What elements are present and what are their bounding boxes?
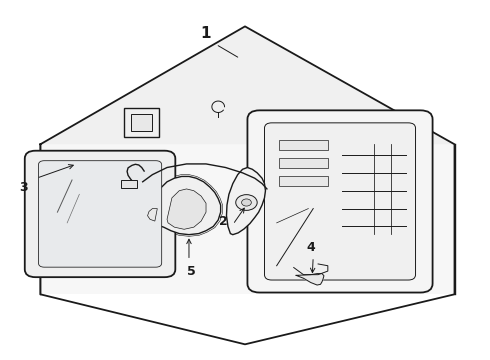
FancyBboxPatch shape <box>279 140 328 150</box>
FancyBboxPatch shape <box>247 111 433 293</box>
Polygon shape <box>40 144 455 294</box>
Polygon shape <box>40 26 455 144</box>
FancyBboxPatch shape <box>25 151 175 277</box>
Circle shape <box>242 199 251 206</box>
Text: 3: 3 <box>19 181 27 194</box>
FancyBboxPatch shape <box>121 180 137 188</box>
Polygon shape <box>226 167 266 235</box>
FancyBboxPatch shape <box>265 123 416 280</box>
Text: 4: 4 <box>306 241 315 255</box>
FancyBboxPatch shape <box>38 161 162 267</box>
Polygon shape <box>296 274 324 285</box>
Text: 5: 5 <box>187 265 196 278</box>
Polygon shape <box>147 208 157 221</box>
Polygon shape <box>167 189 206 229</box>
Polygon shape <box>155 176 220 235</box>
Text: 2: 2 <box>219 215 227 228</box>
Text: 1: 1 <box>201 26 211 41</box>
Circle shape <box>236 195 257 210</box>
FancyBboxPatch shape <box>279 176 328 186</box>
FancyBboxPatch shape <box>131 114 152 131</box>
FancyBboxPatch shape <box>123 108 159 137</box>
FancyBboxPatch shape <box>279 158 328 168</box>
